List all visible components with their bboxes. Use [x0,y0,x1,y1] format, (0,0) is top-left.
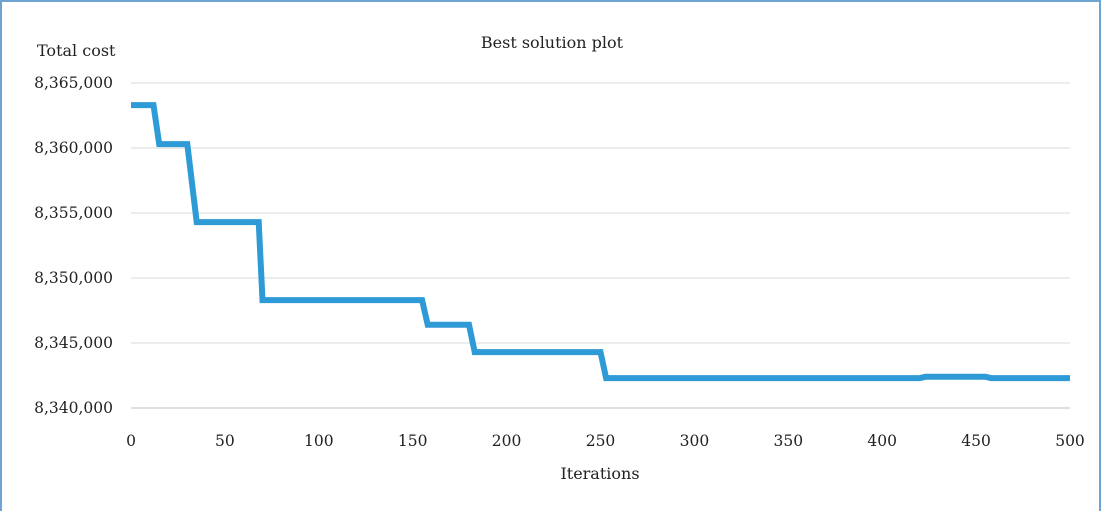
x-tick-label: 300 [680,432,710,450]
x-tick-label: 50 [215,432,235,450]
y-tick-label: 8,340,000 [34,399,113,417]
x-tick-label: 100 [304,432,334,450]
y-tick-label: 8,345,000 [34,334,113,352]
x-tick-label: 350 [774,432,804,450]
x-tick-label: 500 [1055,432,1085,450]
y-tick-label: 8,355,000 [34,204,113,222]
y-tick-label: 8,365,000 [34,74,113,92]
x-tick-label: 200 [492,432,522,450]
y-tick-label: 8,350,000 [34,269,113,287]
chart-title: Best solution plot [480,33,624,52]
x-tick-label: 450 [961,432,991,450]
x-tick-label: 400 [867,432,897,450]
x-tick-label: 150 [398,432,428,450]
series-line [131,102,1070,382]
y-axis-title: Total cost [37,41,116,60]
x-tick-label: 250 [586,432,616,450]
y-tick-label: 8,360,000 [34,139,113,157]
x-tick-label: 0 [126,432,136,450]
x-axis-title: Iterations [560,464,640,483]
